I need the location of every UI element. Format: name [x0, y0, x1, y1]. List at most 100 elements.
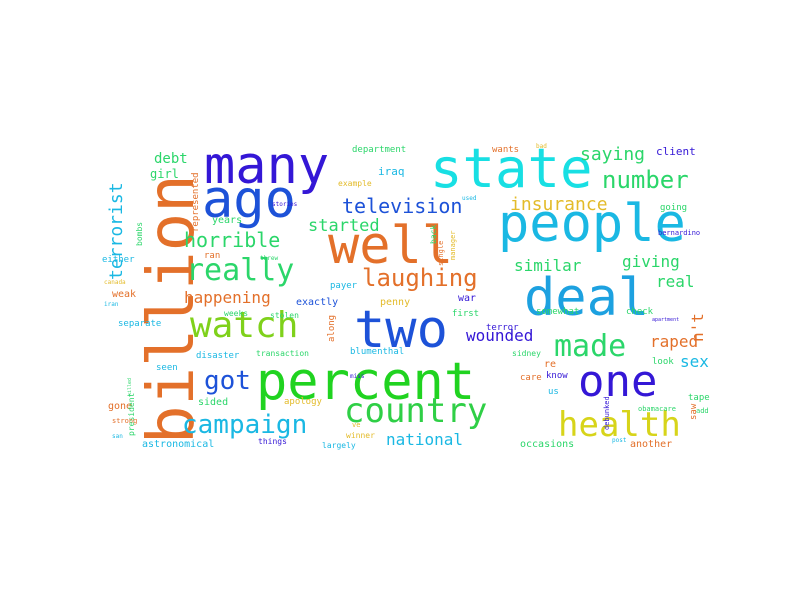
- word-apartment: apartment: [652, 317, 680, 323]
- word-bombs: bombs: [135, 221, 144, 246]
- word-two: two: [354, 300, 448, 360]
- word-insurance: insurance: [510, 194, 608, 215]
- word-add: add: [696, 407, 709, 415]
- word-cloud: billion many ago state well people two deal perc…: [100, 132, 716, 458]
- word-example: example: [338, 179, 372, 188]
- word-campaign: campaign: [182, 410, 308, 440]
- word-miss: miss: [350, 373, 365, 380]
- word-weak: weak: [112, 289, 137, 300]
- word-first: first: [452, 309, 480, 319]
- word-gone: gone: [108, 401, 133, 412]
- word-transaction: transaction: [256, 349, 309, 358]
- word-deal: deal: [524, 268, 650, 328]
- word-iran: iran: [104, 301, 119, 308]
- word-one: one: [578, 356, 658, 407]
- word-bad: bad: [536, 143, 547, 150]
- word-used: used: [462, 195, 477, 202]
- word-exactly: exactly: [296, 297, 339, 308]
- word-sidney: sidney: [512, 349, 541, 358]
- word-laughing: laughing: [362, 264, 478, 292]
- word-threw: threw: [260, 255, 279, 262]
- word-horrible: horrible: [184, 228, 281, 252]
- word-people: people: [498, 194, 686, 254]
- word-television: television: [342, 194, 463, 218]
- word-raped: raped: [650, 332, 699, 351]
- word-manager: manager: [449, 230, 457, 260]
- word-got: got: [204, 366, 251, 396]
- word-girl: girl: [150, 167, 179, 181]
- word-real: real: [656, 272, 695, 291]
- word-us: us: [548, 387, 559, 397]
- word-astronomical: astronomical: [142, 439, 215, 450]
- word-either: either: [102, 255, 135, 265]
- word-n-t: n't: [688, 313, 707, 342]
- word-sided: sided: [198, 397, 229, 408]
- word-represented: represented: [191, 172, 201, 232]
- word-re: re: [544, 359, 557, 370]
- word-started: started: [308, 216, 380, 236]
- word-country: country: [344, 391, 488, 431]
- word-ve: ve: [352, 421, 361, 429]
- word-stories: stories: [272, 201, 298, 208]
- word-another: another: [630, 439, 673, 450]
- word-tape: tape: [688, 393, 710, 403]
- word-know: know: [546, 371, 568, 381]
- word-canada: canada: [104, 279, 126, 286]
- word-well: well: [328, 216, 454, 276]
- word-wounded: wounded: [466, 326, 534, 345]
- word-client: client: [656, 145, 696, 158]
- word-killed: killed: [127, 377, 133, 396]
- word-things: things: [258, 437, 287, 446]
- word-check: check: [626, 307, 654, 317]
- word-terror: terror: [486, 323, 519, 333]
- word-really: really: [186, 253, 295, 288]
- word-state: state: [430, 137, 593, 200]
- word-watch: watch: [190, 305, 299, 346]
- word-saying: saying: [580, 144, 646, 165]
- word-sex: sex: [680, 352, 709, 371]
- word-health: health: [558, 405, 681, 445]
- word-strong: strong: [112, 417, 138, 425]
- word-ran: ran: [204, 251, 221, 261]
- word-wants: wants: [492, 145, 520, 155]
- word-bernardino: bernardino: [658, 229, 701, 237]
- word-department: department: [352, 145, 407, 155]
- word-saw: saw: [689, 403, 699, 420]
- word-ago: ago: [202, 170, 296, 230]
- word-disaster: disaster: [196, 351, 240, 361]
- word-apology: apology: [284, 397, 322, 407]
- word-national: national: [386, 430, 464, 449]
- word-years: years: [212, 215, 243, 226]
- word-many: many: [204, 136, 330, 196]
- word-similar: similar: [514, 256, 582, 275]
- word-winner: winner: [346, 431, 375, 440]
- word-iraq: iraq: [378, 165, 405, 178]
- word-number: number: [602, 166, 689, 194]
- word-war: war: [458, 293, 477, 304]
- word-seen: seen: [156, 363, 178, 373]
- word-weeks: weeks: [224, 309, 249, 318]
- word-going: going: [660, 203, 688, 213]
- word-blumenthal: blumenthal: [350, 347, 405, 357]
- word-president: president: [127, 392, 136, 436]
- word-post: post: [612, 437, 627, 444]
- word-stolen: stolen: [270, 311, 299, 320]
- word-along: along: [327, 314, 337, 342]
- word-occasions: occasions: [520, 439, 575, 450]
- word-happening: happening: [184, 288, 271, 307]
- word-separate: separate: [118, 319, 162, 329]
- word-terrorist: terrorist: [106, 182, 127, 280]
- word-giving: giving: [622, 252, 680, 271]
- word-look: look: [652, 357, 674, 367]
- word-percent: percent: [256, 352, 476, 412]
- word-largely: largely: [322, 441, 356, 450]
- word-penny: penny: [380, 297, 411, 308]
- word-obamacare: obamacare: [638, 405, 676, 413]
- word-back: back: [429, 224, 438, 244]
- word-made: made: [554, 329, 627, 364]
- word-somewhat: somewhat: [536, 307, 580, 317]
- word-care: care: [520, 373, 542, 383]
- word-payer: payer: [330, 281, 358, 291]
- word-san: san: [112, 433, 123, 440]
- word-debt: debt: [154, 151, 188, 167]
